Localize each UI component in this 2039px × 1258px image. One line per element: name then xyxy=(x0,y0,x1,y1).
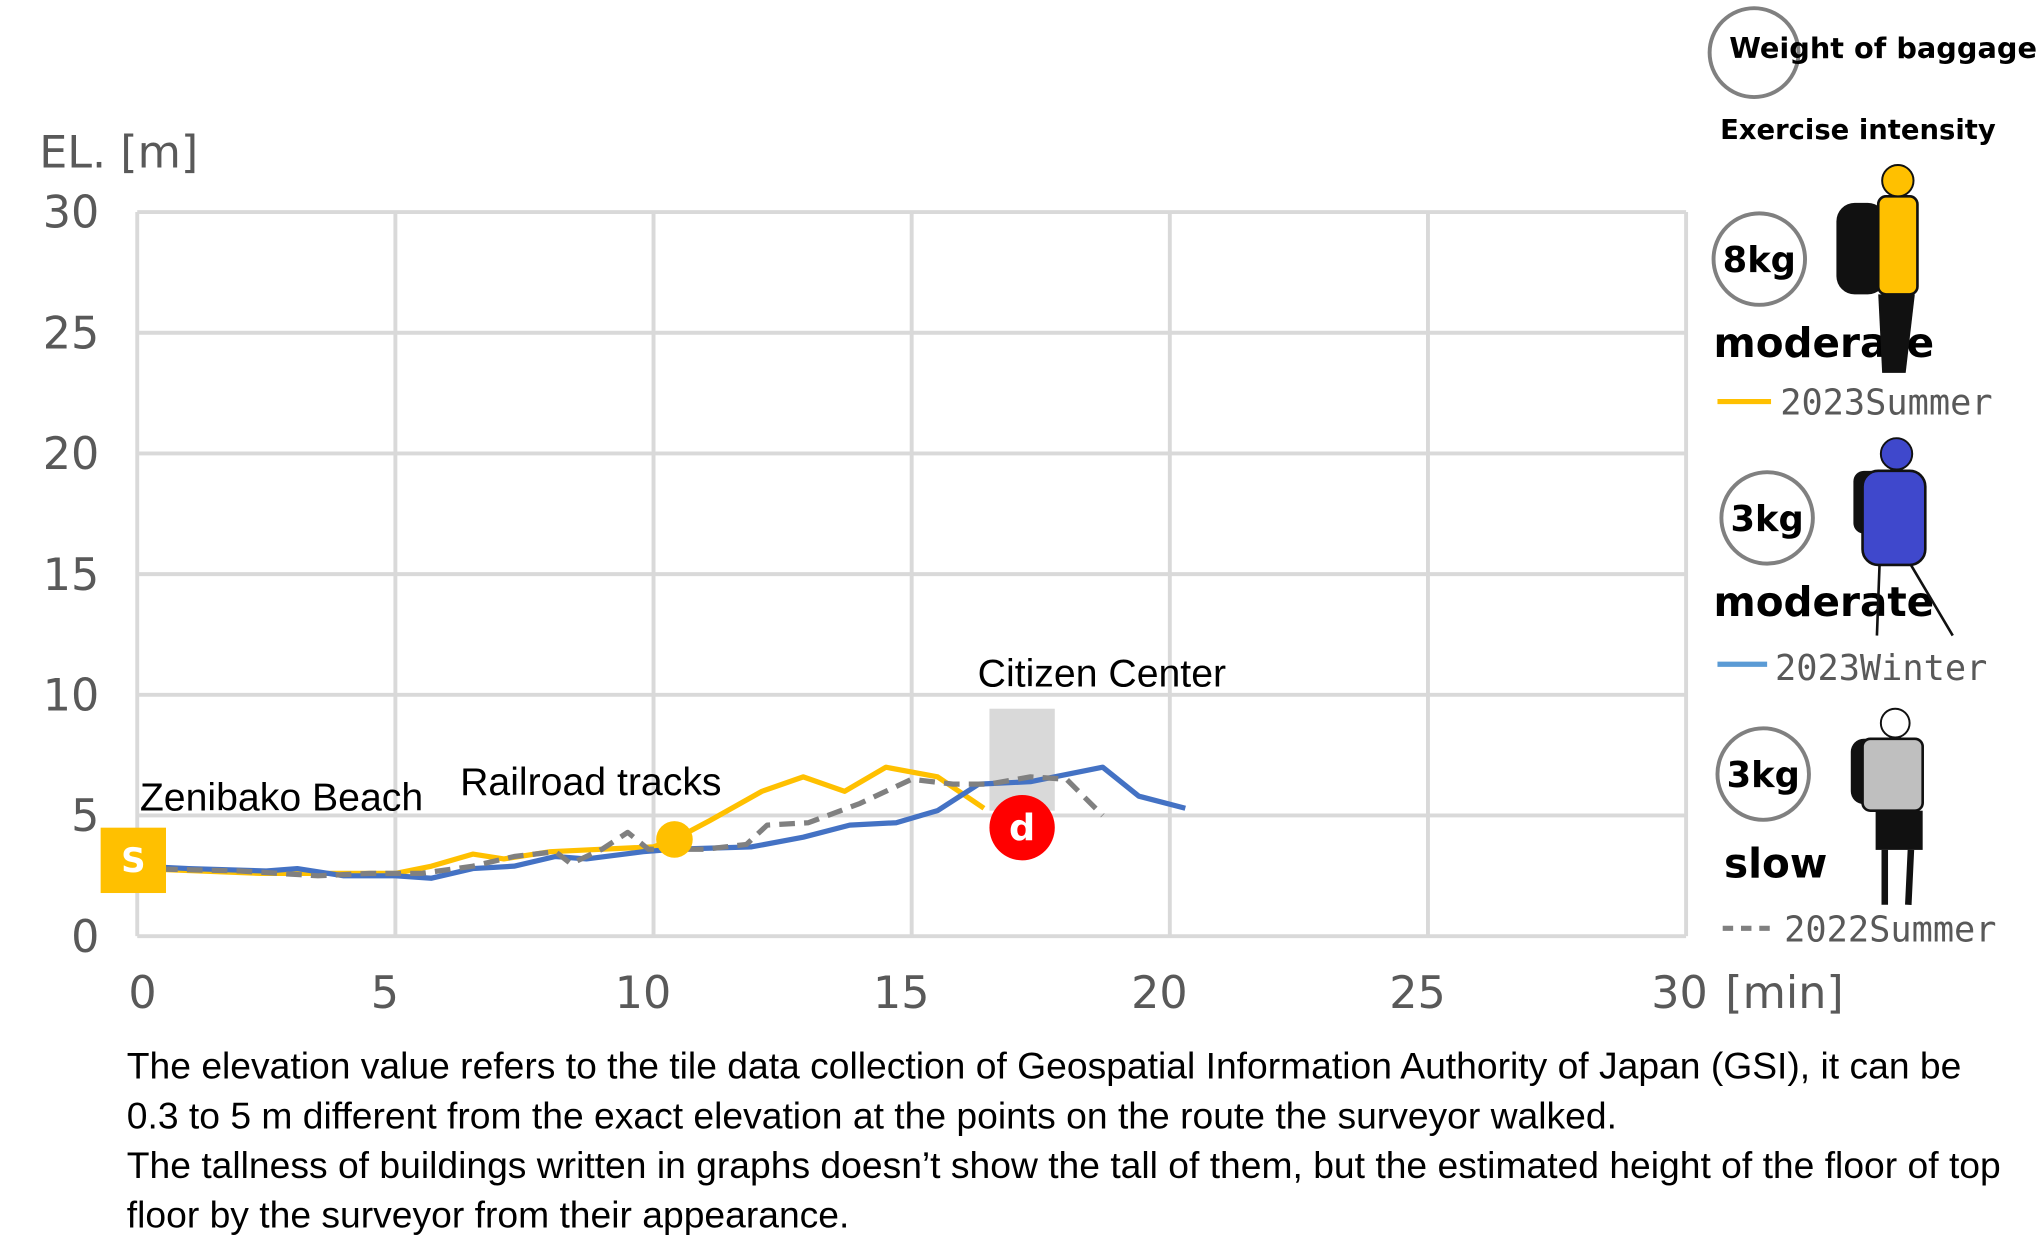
caption: The elevation value refers to the tile d… xyxy=(127,1045,2001,1236)
legend-entry-2022summer: 3kg slow 2022Summer xyxy=(1715,707,1997,950)
building-marker xyxy=(989,794,1055,861)
railroad-marker xyxy=(656,821,693,858)
legend-label: 2023Summer xyxy=(1780,383,1992,424)
y-tick-label: 15 xyxy=(43,550,100,601)
caption-line: floor by the surveyor from their appeara… xyxy=(127,1194,850,1236)
hiker-gray-figure-icon xyxy=(1850,707,1924,905)
citizen-center-building xyxy=(989,708,1055,811)
y-tick-label: 10 xyxy=(43,670,100,721)
y-tick-labels: 0 5 10 15 20 25 30 xyxy=(43,188,100,963)
weight-value: 3kg xyxy=(1730,499,1803,540)
y-axis-label: EL. [m] xyxy=(39,128,198,179)
start-marker-letter: S xyxy=(121,841,145,881)
y-tick-label: 5 xyxy=(71,791,99,842)
x-axis-label: [min] xyxy=(1725,968,1843,1019)
railroad-tracks-label: Railroad tracks xyxy=(460,761,721,804)
x-tick-label: 10 xyxy=(615,968,672,1019)
y-tick-label: 20 xyxy=(43,429,100,480)
weight-circle-icon xyxy=(1719,470,1815,566)
legend-entry-2023winter: 3kg moderate 2023Winter xyxy=(1714,437,1987,689)
caption-line: The tallness of buildings written in gra… xyxy=(127,1144,2001,1186)
weight-value: 8kg xyxy=(1723,240,1796,281)
x-tick-label: 30 xyxy=(1651,968,1708,1019)
y-tick-label: 30 xyxy=(43,188,100,239)
y-tick-label: 25 xyxy=(43,308,100,359)
grid xyxy=(135,210,1689,939)
legend-label: 2022Summer xyxy=(1784,909,1996,950)
hiker-blue-figure-icon xyxy=(1853,437,1954,637)
x-tick-label: 5 xyxy=(371,968,399,1019)
x-tick-label: 0 xyxy=(128,968,156,1019)
building-marker-letter: d xyxy=(1009,807,1035,850)
weight-circle-icon xyxy=(1707,6,1801,99)
y-tick-label: 0 xyxy=(71,912,99,963)
intensity-value: moderate xyxy=(1714,578,1935,626)
x-tick-labels: 0 5 10 15 20 25 30 xyxy=(128,968,1707,1019)
weight-circle-icon xyxy=(1715,726,1811,822)
caption-line: 0.3 to 5 m different from the exact elev… xyxy=(127,1094,1617,1136)
series-line-2022summer xyxy=(137,774,1105,879)
x-tick-label: 20 xyxy=(1131,968,1188,1019)
intensity-header: Exercise intensity xyxy=(1720,115,1996,146)
legend-entry-2023summer: 8kg moderate 2023Summer xyxy=(1711,164,1993,424)
legend-label: 2023Winter xyxy=(1775,648,1987,689)
weight-header: Weight of baggage xyxy=(1729,31,2037,65)
zenibako-beach-label: Zenibako Beach xyxy=(140,777,423,820)
hiker-yellow-figure-icon xyxy=(1836,164,1919,373)
intensity-value: slow xyxy=(1724,839,1827,887)
x-tick-label: 25 xyxy=(1389,968,1446,1019)
x-tick-label: 15 xyxy=(873,968,930,1019)
weight-value: 3kg xyxy=(1727,755,1800,796)
weight-circle-icon xyxy=(1711,211,1807,307)
citizen-center-label: Citizen Center xyxy=(978,653,1226,696)
start-marker xyxy=(100,827,166,894)
caption-line: The elevation value refers to the tile d… xyxy=(127,1045,1962,1087)
